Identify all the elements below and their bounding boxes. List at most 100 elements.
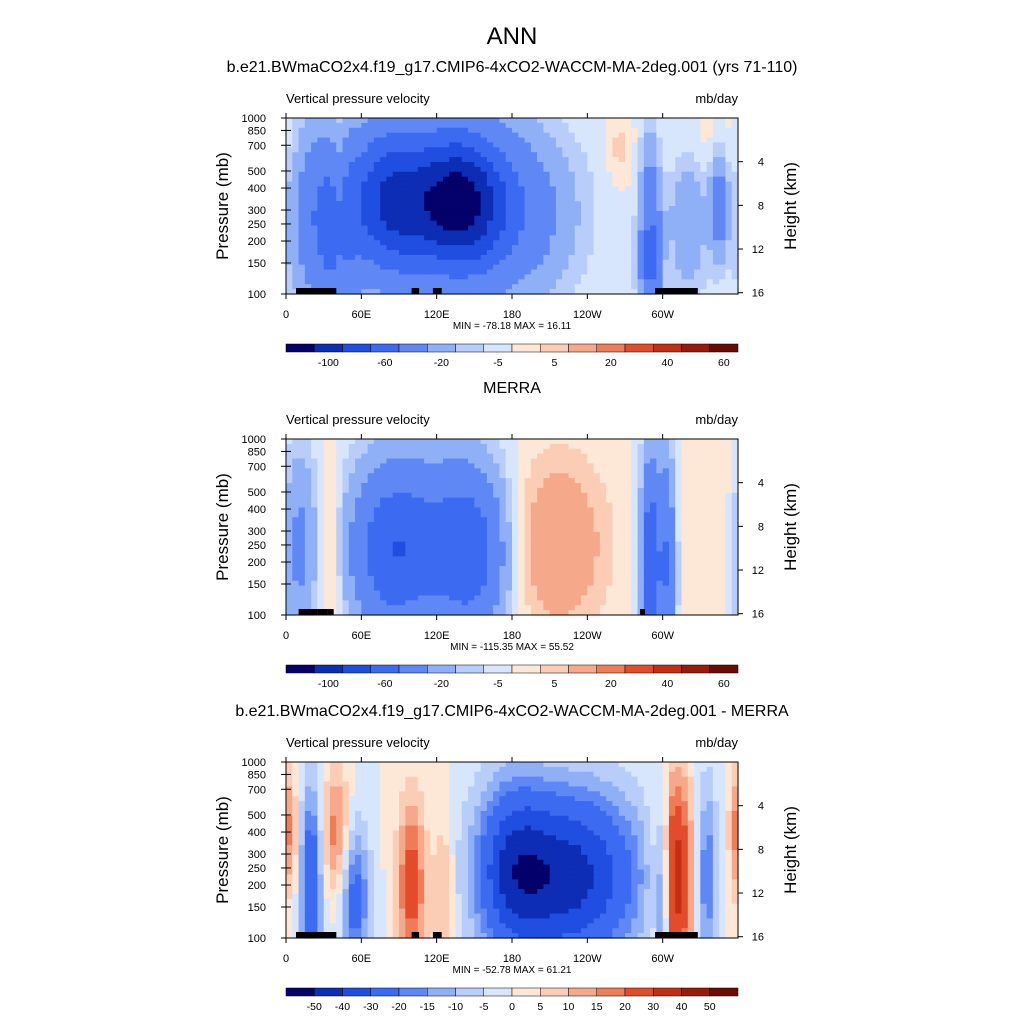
contour-cell xyxy=(499,220,507,227)
contour-cell xyxy=(486,517,494,523)
contour-cell xyxy=(712,279,720,285)
contour-cell xyxy=(694,561,701,567)
contour-cell xyxy=(505,571,513,577)
contour-cell xyxy=(493,468,501,474)
contour-cell xyxy=(706,590,714,597)
contour-cell xyxy=(336,230,344,236)
contour-cell xyxy=(643,166,651,173)
contour-cell xyxy=(386,235,394,241)
contour-cell xyxy=(712,458,720,465)
contour-cell xyxy=(662,541,670,548)
contour-cell xyxy=(405,274,413,280)
contour-cell xyxy=(662,517,670,523)
contour-cell xyxy=(643,439,651,445)
contour-cell xyxy=(449,186,457,192)
contour-cell xyxy=(587,157,595,163)
contour-cell xyxy=(668,245,676,251)
contour-cell xyxy=(298,220,306,227)
contour-cell xyxy=(449,118,457,124)
contour-cell xyxy=(537,166,544,173)
contour-cell xyxy=(342,259,350,266)
contour-cell xyxy=(286,157,293,163)
contour-cell xyxy=(442,448,450,455)
contour-cell xyxy=(643,245,651,251)
contour-cell xyxy=(342,206,350,212)
contour-cell xyxy=(461,235,469,241)
contour-cell xyxy=(392,210,400,217)
contour-cell xyxy=(286,137,293,144)
contour-cell xyxy=(311,196,318,202)
contour-cell xyxy=(505,463,513,469)
contour-cell xyxy=(480,137,488,144)
contour-cell xyxy=(361,186,369,192)
contour-cell xyxy=(442,458,450,465)
contour-cell xyxy=(530,240,538,246)
contour-cell xyxy=(700,274,708,280)
contour-cell xyxy=(399,527,406,533)
contour-cell xyxy=(587,468,595,474)
contour-cell xyxy=(719,147,727,153)
contour-cell xyxy=(474,215,482,222)
contour-cell xyxy=(643,171,651,178)
contour-cell xyxy=(562,254,570,261)
contour-cell xyxy=(562,152,570,158)
contour-cell xyxy=(694,279,701,285)
contour-cell xyxy=(505,274,513,280)
contour-cell xyxy=(380,546,388,553)
contour-cell xyxy=(367,254,375,261)
contour-cell xyxy=(568,274,576,280)
contour-cell xyxy=(386,245,394,251)
contour-field xyxy=(286,118,739,295)
contour-cell xyxy=(618,522,626,528)
contour-cell xyxy=(650,443,657,450)
contour-cell xyxy=(593,580,601,587)
contour-cell xyxy=(543,279,551,285)
contour-cell xyxy=(530,443,538,450)
contour-cell xyxy=(706,517,714,523)
colorbar-swatch xyxy=(596,343,626,353)
contour-cell xyxy=(436,225,444,232)
contour-cell xyxy=(562,566,570,572)
contour-cell xyxy=(286,536,293,543)
contour-cell xyxy=(493,230,501,236)
contour-cell xyxy=(530,196,538,202)
contour-cell xyxy=(424,186,431,192)
contour-cell xyxy=(581,468,588,474)
contour-cell xyxy=(555,478,563,484)
contour-cell xyxy=(599,453,607,460)
contour-cell xyxy=(524,240,532,246)
contour-cell xyxy=(568,127,576,134)
contour-cell xyxy=(399,127,406,134)
contour-cell xyxy=(656,453,664,460)
contour-cell xyxy=(405,181,413,188)
contour-cell xyxy=(461,453,469,460)
contour-cell xyxy=(436,468,444,474)
contour-cell xyxy=(668,201,676,207)
contour-cell xyxy=(518,458,526,465)
contour-cell xyxy=(405,443,413,450)
contour-cell xyxy=(329,522,337,528)
contour-cell xyxy=(329,259,337,266)
contour-cell xyxy=(449,590,457,597)
contour-cell xyxy=(524,171,532,178)
contour-cell xyxy=(323,502,331,509)
contour-cell xyxy=(562,502,570,509)
contour-cell xyxy=(399,176,406,183)
contour-cell xyxy=(612,585,620,592)
contour-cell xyxy=(323,571,331,577)
contour-cell xyxy=(706,157,714,163)
contour-cell xyxy=(392,118,400,124)
contour-cell xyxy=(549,473,557,479)
contour-cell xyxy=(681,478,689,484)
contour-cell xyxy=(643,186,651,192)
contour-cell xyxy=(530,181,538,188)
contour-cell xyxy=(292,166,300,173)
contour-cell xyxy=(386,132,394,139)
contour-cell xyxy=(468,142,475,148)
contour-cell xyxy=(493,215,501,222)
contour-cell xyxy=(323,245,331,251)
contour-cell xyxy=(549,225,557,232)
contour-cell xyxy=(292,575,300,582)
contour-cell xyxy=(694,439,701,445)
contour-cell xyxy=(304,269,312,276)
